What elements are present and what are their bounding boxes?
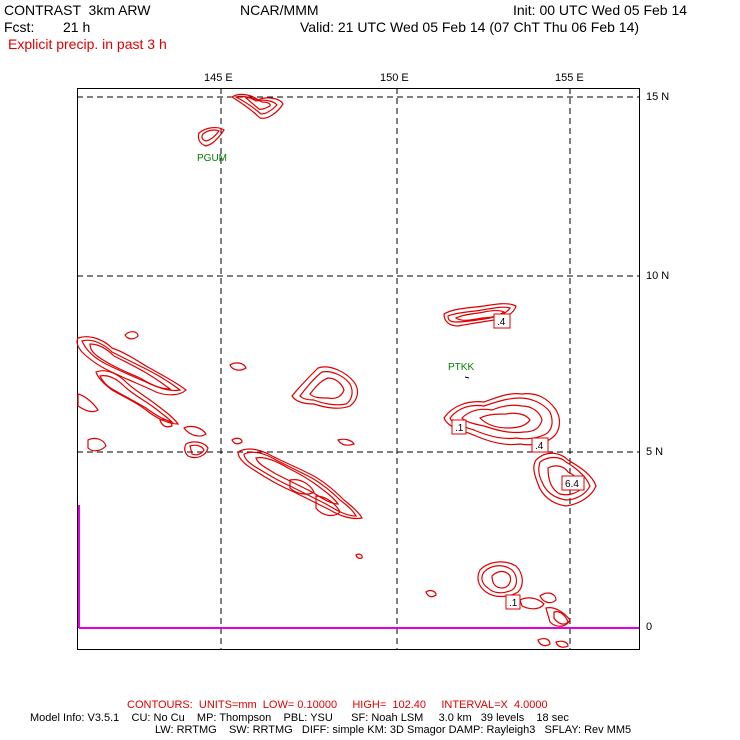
contour-label-box [561, 475, 585, 491]
contour-label-box [451, 419, 467, 435]
contour-info: CONTOURS: UNITS=mm LOW= 0.10000 HIGH= 10… [127, 699, 548, 711]
contour-label-box [493, 313, 511, 329]
station-label-pgum: PGUM [197, 153, 227, 164]
lat-label-5n: 5 N [646, 446, 664, 458]
lat-label-eq: 0 [646, 621, 653, 633]
lon-label-145: 145 E [204, 72, 233, 84]
model-info-line2: LW: RRTMG SW: RRTMG DIFF: simple KM: 3D … [155, 724, 632, 736]
contour-label: .4 [535, 441, 544, 452]
station-marker-ptkk [464, 376, 470, 379]
init-time: Init: 00 UTC Wed 05 Feb 14 [513, 2, 688, 18]
field-title: Explicit precip. in past 3 h [8, 36, 167, 52]
domain-boundary [78, 505, 639, 629]
graticule [77, 88, 640, 650]
lon-label-150: 150 E [380, 72, 409, 84]
contour-label: .1 [455, 423, 464, 434]
lat-label-10n: 10 N [646, 270, 670, 282]
valid-time: Valid: 21 UTC Wed 05 Feb 14 (07 ChT Thu … [300, 19, 640, 35]
model-info-line1: Model Info: V3.5.1 CU: No Cu MP: Thompso… [30, 712, 569, 724]
contour-label-box [531, 437, 549, 453]
forecast-label: Fcst: [4, 19, 35, 35]
precip-contours [76, 93, 597, 648]
contour-label-box [505, 594, 521, 610]
contour-label: .1 [509, 598, 518, 609]
stations: PGUM PTKK [197, 153, 474, 379]
model-title: CONTRAST 3km ARW [4, 2, 151, 18]
lon-label-155: 155 E [555, 72, 584, 84]
contour-label: 6.4 [565, 479, 579, 490]
lat-label-15n: 15 N [646, 91, 670, 103]
institution-label: NCAR/MMM [240, 2, 319, 18]
map-frame [77, 88, 640, 650]
forecast-hour: 21 h [63, 19, 91, 35]
contour-label: .4 [497, 317, 506, 328]
contour-value-labels: .4 .1 .4 6.4 .1 [451, 313, 585, 610]
station-label-ptkk: PTKK [448, 362, 474, 373]
